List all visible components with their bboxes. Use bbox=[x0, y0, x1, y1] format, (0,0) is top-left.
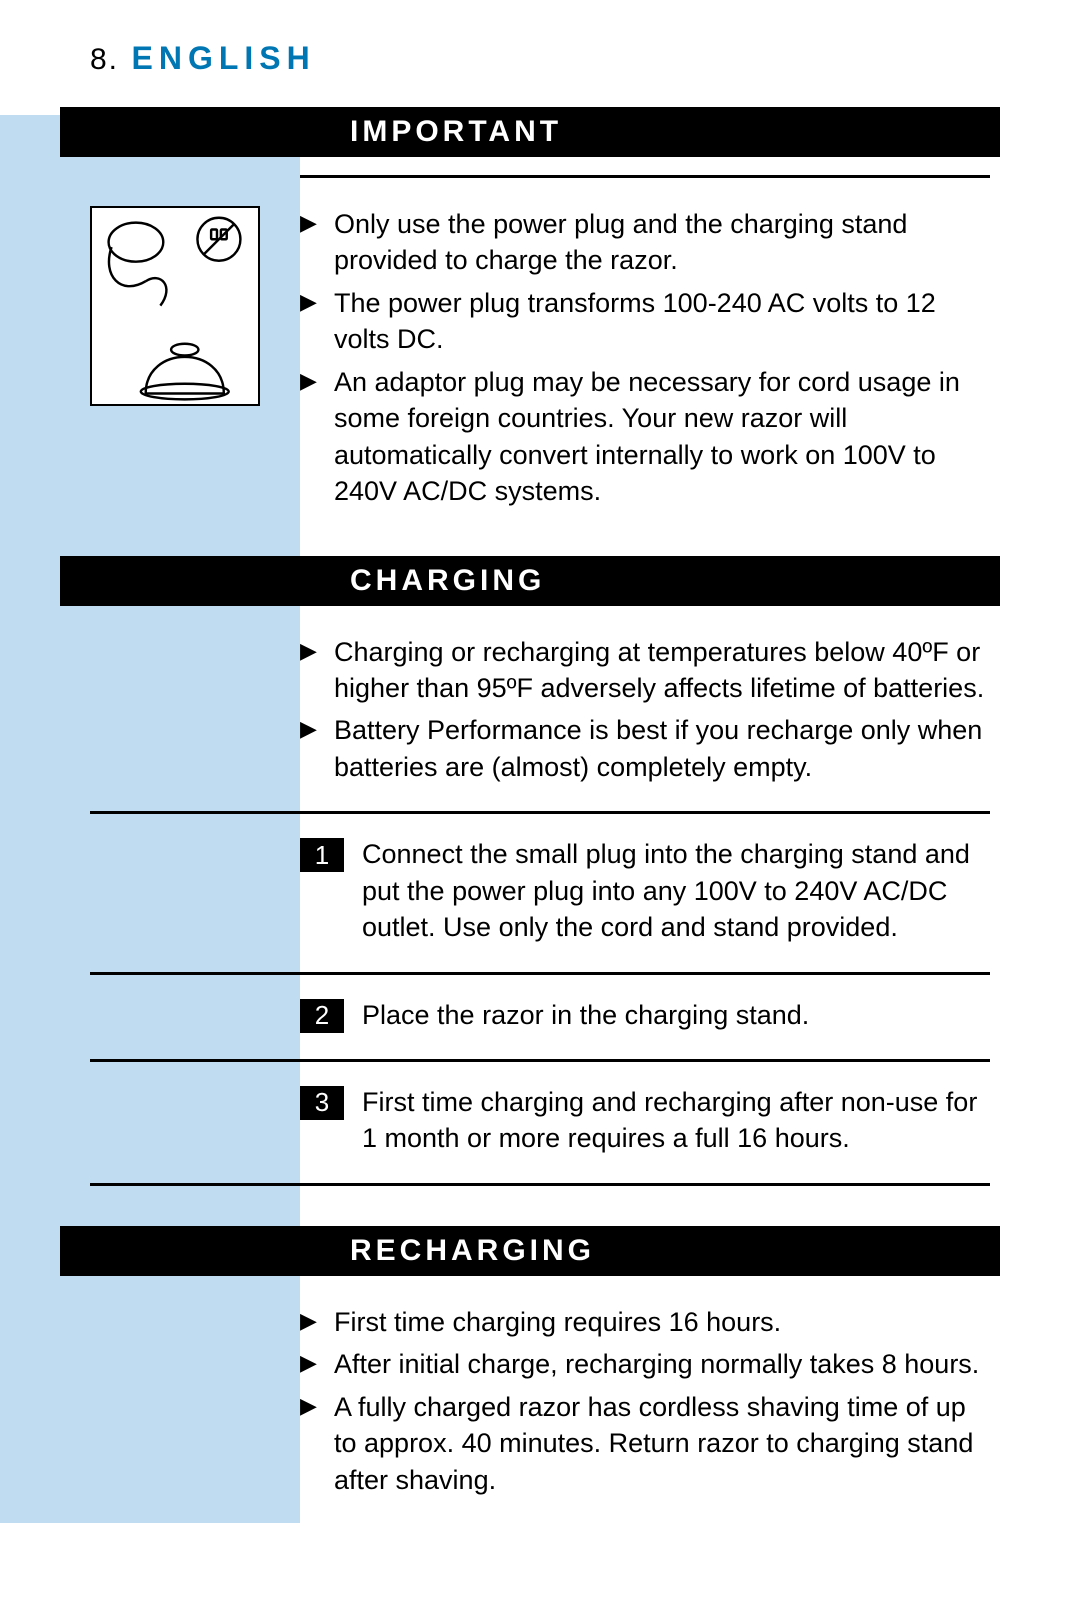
bullet-item: A fully charged razor has cordless shavi… bbox=[300, 1389, 990, 1498]
bullet-item: Only use the power plug and the charging… bbox=[300, 206, 990, 279]
heading-important: IMPORTANT bbox=[60, 107, 1000, 157]
important-text: Only use the power plug and the charging… bbox=[300, 206, 990, 516]
step-row: 1 Connect the small plug into the chargi… bbox=[300, 836, 990, 945]
section-important: IMPORTANT bbox=[90, 107, 990, 516]
recharging-bullets: First time charging requires 16 hours. A… bbox=[300, 1304, 990, 1498]
page-header: 8. ENGLISH bbox=[90, 40, 990, 107]
step-text: Connect the small plug into the charging… bbox=[362, 836, 990, 945]
charging-steps: 3 First time charging and recharging aft… bbox=[300, 1084, 990, 1157]
bullet-item: The power plug transforms 100-240 AC vol… bbox=[300, 285, 990, 358]
step-row: 3 First time charging and recharging aft… bbox=[300, 1084, 990, 1157]
charging-bullets: Charging or recharging at temperatures b… bbox=[300, 634, 990, 786]
step-number: 2 bbox=[300, 999, 344, 1033]
bullet-item: An adaptor plug may be necessary for cor… bbox=[300, 364, 990, 510]
bullet-item: First time charging requires 16 hours. bbox=[300, 1304, 990, 1340]
rule bbox=[90, 972, 990, 975]
rule bbox=[90, 811, 990, 814]
charging-steps: 1 Connect the small plug into the chargi… bbox=[300, 836, 990, 945]
bullet-item: After initial charge, recharging normall… bbox=[300, 1346, 990, 1382]
step-number: 1 bbox=[300, 838, 344, 872]
section-charging: CHARGING Charging or recharging at tempe… bbox=[90, 556, 990, 1186]
illustration-column bbox=[90, 206, 300, 406]
recharging-text: First time charging requires 16 hours. A… bbox=[300, 1276, 990, 1498]
bullet-item: Charging or recharging at temperatures b… bbox=[300, 634, 990, 707]
step-number: 3 bbox=[300, 1086, 344, 1120]
charging-intro: Charging or recharging at temperatures b… bbox=[300, 606, 990, 786]
step-text: First time charging and recharging after… bbox=[362, 1084, 990, 1157]
heading-recharging: RECHARGING bbox=[60, 1226, 1000, 1276]
page: 8. ENGLISH IMPORTANT bbox=[0, 0, 1080, 1598]
heading-charging: CHARGING bbox=[60, 556, 1000, 606]
step-text: Place the razor in the charging stand. bbox=[362, 997, 990, 1033]
illustration-plug-stand bbox=[90, 206, 260, 406]
step-row: 2 Place the razor in the charging stand. bbox=[300, 997, 990, 1033]
rule bbox=[90, 1183, 990, 1186]
bullet-item: Battery Performance is best if you recha… bbox=[300, 712, 990, 785]
rule bbox=[90, 1059, 990, 1062]
section-recharging: RECHARGING First time charging requires … bbox=[90, 1226, 990, 1498]
charging-steps: 2 Place the razor in the charging stand. bbox=[300, 997, 990, 1033]
language-label: ENGLISH bbox=[131, 40, 315, 77]
page-number: 8. bbox=[90, 43, 119, 77]
plug-stand-icon bbox=[92, 208, 258, 403]
important-bullets: Only use the power plug and the charging… bbox=[300, 206, 990, 510]
important-row: Only use the power plug and the charging… bbox=[90, 178, 990, 516]
